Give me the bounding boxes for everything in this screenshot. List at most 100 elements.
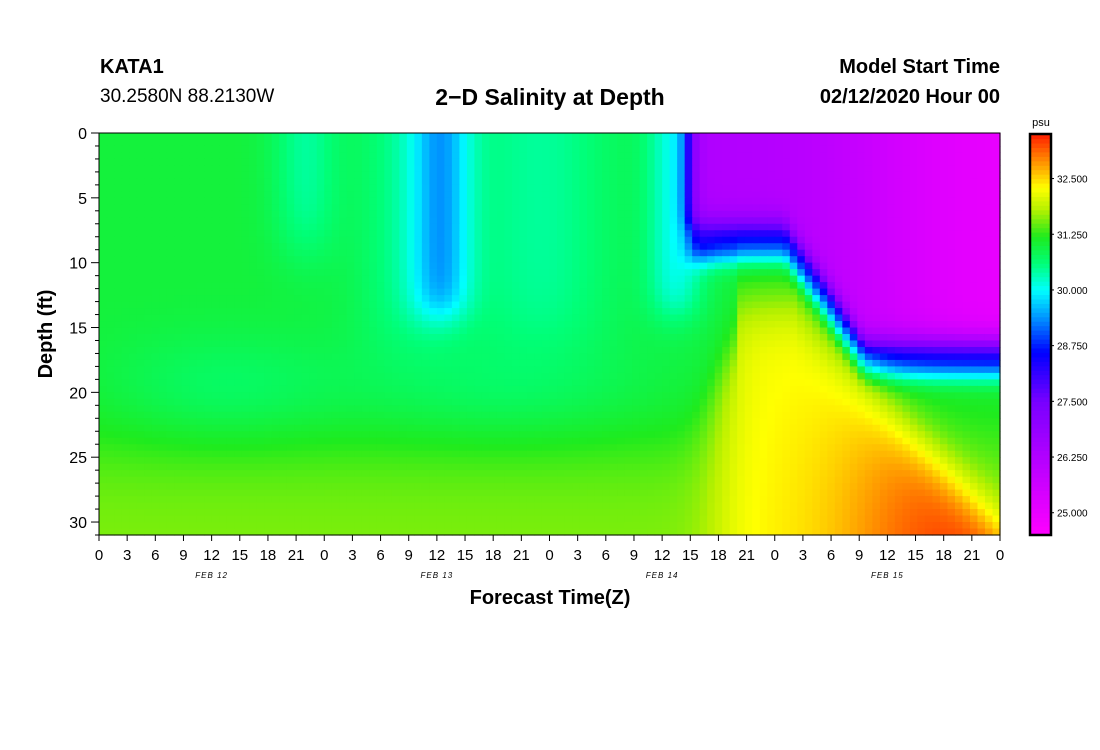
- heatmap-cell: [917, 204, 926, 212]
- heatmap-cell: [624, 191, 633, 199]
- heatmap-cell: [842, 288, 851, 296]
- heatmap-cell: [361, 282, 370, 290]
- heatmap-cell: [969, 372, 979, 380]
- heatmap-cell: [639, 321, 648, 329]
- heatmap-cell: [541, 158, 551, 167]
- heatmap-cell: [984, 178, 994, 186]
- heatmap-cell: [849, 262, 858, 270]
- heatmap-cell: [301, 217, 310, 225]
- heatmap-cell: [834, 139, 843, 147]
- heatmap-cell: [436, 133, 445, 141]
- heatmap-cell: [136, 204, 145, 212]
- heatmap-cell: [947, 217, 956, 225]
- heatmap-cell: [752, 359, 761, 368]
- heatmap-cell: [159, 301, 168, 309]
- heatmap-cell: [271, 321, 280, 329]
- heatmap-cell: [932, 288, 941, 296]
- heatmap-cell: [339, 282, 348, 290]
- heatmap-cell: [181, 197, 190, 205]
- heatmap-cell: [954, 321, 964, 329]
- heatmap-cell: [977, 256, 986, 264]
- heatmap-cell: [166, 178, 175, 186]
- heatmap-cell: [879, 230, 888, 238]
- heatmap-cell: [557, 145, 566, 154]
- heatmap-cell: [136, 158, 145, 167]
- heatmap-cell: [166, 398, 175, 406]
- heatmap-cell: [211, 204, 220, 212]
- heatmap-cell: [211, 314, 220, 322]
- heatmap-cell: [481, 353, 491, 361]
- heatmap-cell: [234, 385, 243, 393]
- heatmap-cell: [339, 191, 348, 199]
- heatmap-cell: [121, 191, 130, 199]
- heatmap-cell: [789, 379, 798, 387]
- heatmap-cell: [947, 353, 956, 361]
- heatmap-cell: [99, 282, 108, 290]
- heatmap-cell: [804, 230, 813, 238]
- heatmap-cell: [699, 359, 708, 368]
- heatmap-cell: [106, 366, 115, 374]
- heatmap-cell: [759, 165, 768, 173]
- heatmap-cell: [414, 152, 423, 160]
- heatmap-cell: [226, 249, 235, 257]
- heatmap-cell: [954, 243, 964, 251]
- heatmap-cell: [399, 145, 408, 154]
- heatmap-cell: [947, 158, 956, 167]
- heatmap-cell: [121, 269, 130, 277]
- heatmap-cell: [316, 210, 325, 218]
- heatmap-cell: [339, 359, 348, 368]
- heatmap-cell: [226, 353, 235, 361]
- heatmap-cell: [504, 262, 513, 270]
- heatmap-cell: [849, 230, 858, 238]
- heatmap-cell: [647, 178, 656, 186]
- heatmap-cell: [684, 223, 693, 231]
- heatmap-cell: [609, 178, 618, 186]
- heatmap-cell: [466, 275, 476, 283]
- heatmap-cell: [534, 204, 543, 212]
- heatmap-cell: [924, 321, 934, 329]
- heatmap-cell: [909, 353, 919, 361]
- heatmap-cell: [864, 321, 873, 329]
- heatmap-cell: [241, 191, 250, 199]
- heatmap-cell: [489, 152, 498, 160]
- heatmap-cell: [842, 133, 851, 141]
- heatmap-cell: [121, 385, 130, 393]
- heatmap-cell: [474, 197, 483, 205]
- heatmap-cell: [504, 139, 513, 147]
- heatmap-cell: [399, 204, 408, 212]
- heatmap-cell: [196, 230, 205, 238]
- heatmap-cell: [294, 379, 303, 387]
- heatmap-cell: [136, 210, 145, 218]
- heatmap-cell: [444, 171, 453, 179]
- heatmap-cell: [887, 327, 896, 335]
- heatmap-cell: [369, 178, 378, 186]
- heatmap-cell: [519, 249, 528, 257]
- heatmap-cell: [819, 243, 828, 251]
- heatmap-cell: [331, 243, 340, 251]
- heatmap-cell: [406, 184, 415, 192]
- heatmap-cell: [932, 372, 941, 380]
- heatmap-cell: [181, 256, 190, 264]
- heatmap-cell: [376, 178, 385, 186]
- heatmap-cell: [917, 217, 926, 225]
- heatmap-cell: [391, 262, 400, 270]
- heatmap-cell: [541, 288, 551, 296]
- heatmap-cell: [557, 288, 566, 296]
- heatmap-cell: [264, 230, 273, 238]
- heatmap-cell: [301, 314, 310, 322]
- heatmap-cell: [271, 178, 280, 186]
- heatmap-cell: [399, 133, 408, 141]
- heatmap-cell: [572, 243, 581, 251]
- heatmap-cell: [842, 353, 851, 361]
- heatmap-cell: [541, 204, 551, 212]
- heatmap-cell: [992, 346, 1001, 355]
- heatmap-cell: [594, 178, 603, 186]
- heatmap-cell: [99, 165, 108, 173]
- heatmap-cell: [857, 256, 866, 264]
- heatmap-cell: [819, 392, 828, 400]
- heatmap-cell: [181, 340, 190, 348]
- heatmap-cell: [534, 295, 543, 303]
- heatmap-cell: [444, 353, 453, 361]
- heatmap-cell: [151, 191, 160, 199]
- heatmap-cell: [211, 392, 220, 400]
